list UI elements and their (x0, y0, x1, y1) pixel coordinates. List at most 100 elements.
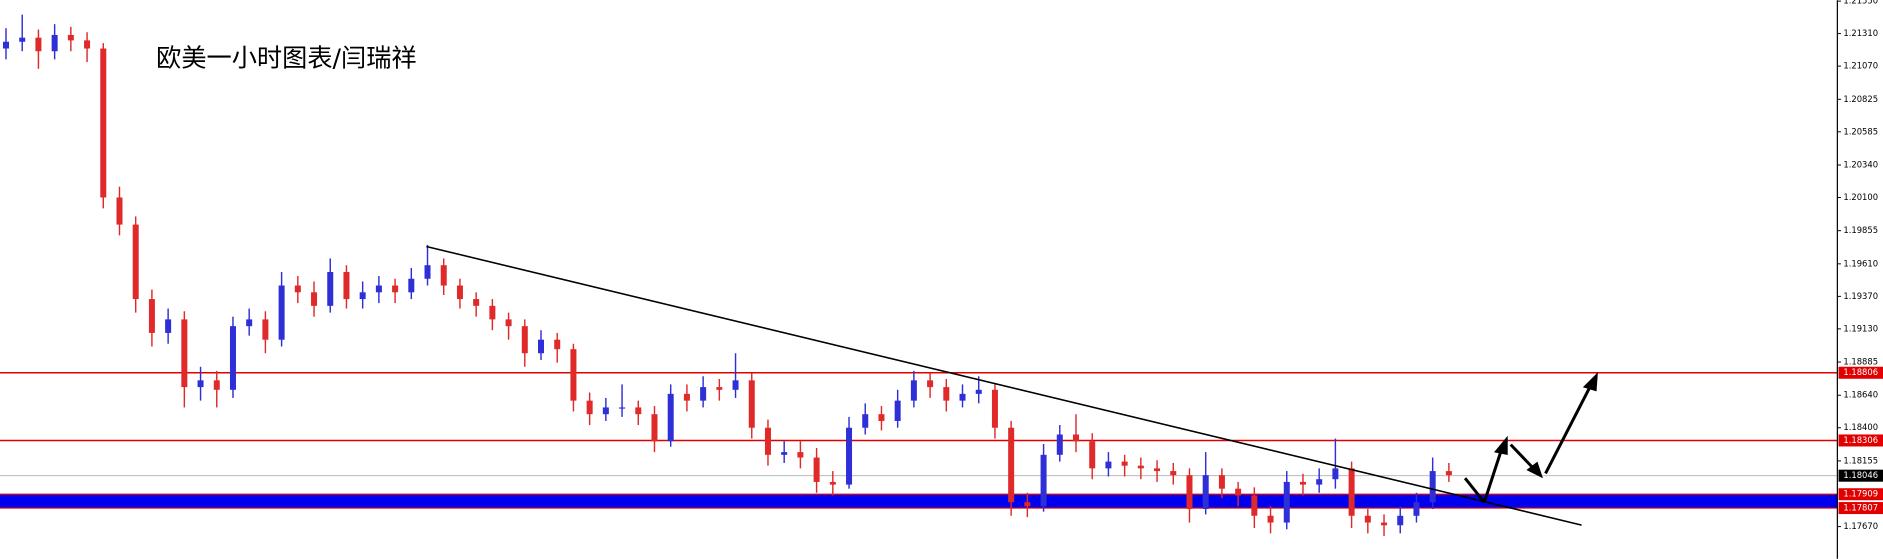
candle-body (100, 48, 107, 198)
candle-body (1413, 502, 1420, 516)
candle-body (1056, 434, 1063, 455)
candle-body (1445, 471, 1452, 476)
y-tick-label: 1.20825 (1843, 94, 1878, 104)
bars-layer (3, 14, 1452, 537)
candle-body (1024, 502, 1031, 507)
candle-body (1397, 515, 1404, 526)
candle-body (246, 319, 253, 327)
candle-body (1364, 515, 1371, 523)
candle-body (408, 278, 415, 293)
candle-body (327, 271, 334, 306)
candle-body (1267, 515, 1274, 523)
price-label: 1.17807 (1843, 503, 1878, 513)
candle-body (554, 339, 561, 350)
price-label-box (1838, 434, 1883, 447)
candle-body (829, 481, 836, 485)
y-tick-label: 1.21550 (1843, 0, 1878, 6)
candle-body (1235, 488, 1242, 496)
candle-body (683, 393, 690, 401)
y-tick-label: 1.19130 (1843, 323, 1878, 333)
price-label: 1.18046 (1843, 470, 1878, 480)
trend-line (426, 245, 1582, 526)
candle-body (148, 299, 155, 333)
candle-body (1251, 495, 1258, 516)
y-tick-label: 1.21070 (1843, 61, 1878, 71)
arrow-head (1582, 372, 1598, 392)
y-tick-label: 1.20100 (1843, 192, 1878, 202)
candle-body (521, 326, 528, 354)
price-label-box (1838, 366, 1883, 379)
y-axis: 1.21550 1.21310 1.21070 1.20825 1.20585 1.203… (1837, 0, 1883, 531)
candle-body (132, 224, 139, 300)
candle-body (570, 349, 577, 401)
candle-body (764, 427, 771, 455)
arrow-head (1494, 435, 1508, 455)
candle-body (1202, 475, 1209, 510)
candle-body (1137, 465, 1144, 469)
support-band (0, 494, 1838, 509)
candle-body (424, 265, 431, 279)
candle-body (1154, 468, 1161, 472)
candle-body (959, 393, 966, 401)
candle-body (181, 319, 188, 388)
candle-body (456, 285, 463, 300)
candle-body (862, 414, 869, 428)
y-tick-label: 1.19610 (1843, 258, 1878, 268)
forecast-arrows (1463, 372, 1598, 504)
candle-body (781, 452, 788, 455)
axis-panel (1837, 0, 1883, 559)
y-tick-label: 1.18885 (1843, 357, 1878, 367)
candle-body (927, 380, 934, 388)
arrow-head (1526, 461, 1543, 479)
candle-body (797, 452, 804, 458)
candle-body (213, 380, 220, 390)
y-tick-label: 1.20340 (1843, 159, 1878, 169)
candle-body (1105, 461, 1112, 469)
price-label: 1.18306 (1843, 435, 1878, 445)
candle-body (1072, 434, 1080, 442)
candle-body (1186, 475, 1193, 510)
candle-body (165, 319, 172, 333)
arrow (1463, 477, 1486, 504)
y-tick-label: 1.19855 (1843, 225, 1878, 235)
candle-body (1170, 471, 1177, 476)
candle-body (67, 34, 74, 41)
candle-body (813, 457, 820, 482)
candle-body (1040, 454, 1047, 507)
candle-body (294, 285, 301, 293)
candle-body (440, 265, 447, 286)
candle-body (732, 380, 739, 390)
candle-body (716, 387, 723, 390)
candle-body (846, 427, 853, 485)
candle-body (538, 339, 545, 354)
candle-body (1332, 468, 1339, 480)
candle-body (1299, 481, 1306, 485)
candle-body (910, 380, 917, 401)
candle-body (1089, 441, 1096, 469)
candle-body (1348, 468, 1355, 516)
candle-body (505, 319, 512, 327)
price-label-box (1838, 469, 1883, 482)
price-label-box (1838, 502, 1883, 515)
candle-body (635, 407, 642, 415)
candle-body (1218, 475, 1225, 489)
candle-body (116, 197, 123, 225)
y-tick-label: 1.17670 (1843, 521, 1878, 531)
candle-body (229, 326, 236, 390)
candle-body (35, 37, 42, 52)
arrow (1544, 383, 1593, 475)
candle-body (262, 319, 269, 340)
candle-body (375, 285, 382, 293)
background-layer (0, 372, 1838, 509)
candle-body (943, 387, 950, 401)
candle-body (84, 40, 91, 49)
candle-body (1283, 481, 1290, 523)
candle-body (619, 407, 626, 409)
y-tick-label: 1.19370 (1843, 291, 1878, 301)
candle-body (1008, 427, 1015, 503)
price-label: 1.17909 (1843, 489, 1878, 499)
y-tick-label: 1.20585 (1843, 126, 1878, 136)
candle-body (51, 34, 58, 52)
candle-body (586, 400, 593, 415)
